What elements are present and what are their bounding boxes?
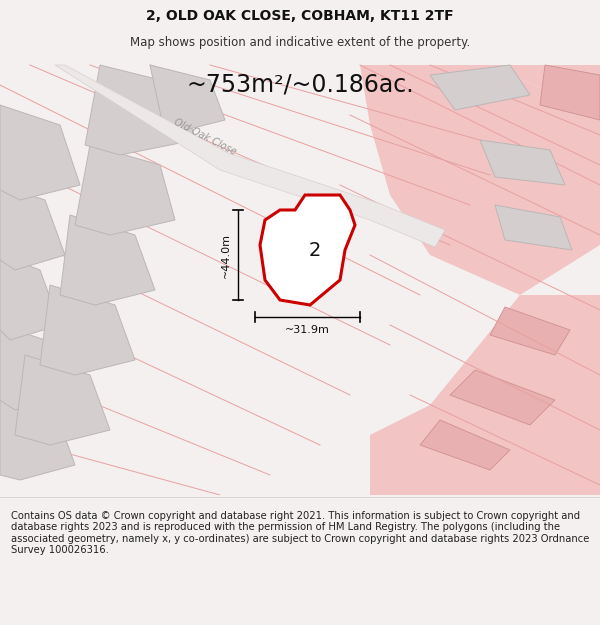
Polygon shape xyxy=(430,65,530,110)
Text: ~753m²/~0.186ac.: ~753m²/~0.186ac. xyxy=(186,73,414,97)
Text: 2: 2 xyxy=(309,241,321,259)
Polygon shape xyxy=(0,395,75,480)
Polygon shape xyxy=(490,65,600,115)
Polygon shape xyxy=(0,255,60,340)
Text: ~31.9m: ~31.9m xyxy=(285,325,330,335)
Polygon shape xyxy=(0,325,65,410)
Polygon shape xyxy=(370,295,600,495)
Text: Contains OS data © Crown copyright and database right 2021. This information is : Contains OS data © Crown copyright and d… xyxy=(11,511,589,556)
Polygon shape xyxy=(540,65,600,120)
Text: ~44.0m: ~44.0m xyxy=(221,232,231,278)
Polygon shape xyxy=(85,65,195,155)
Text: Map shows position and indicative extent of the property.: Map shows position and indicative extent… xyxy=(130,36,470,49)
Polygon shape xyxy=(420,420,510,470)
Polygon shape xyxy=(60,215,155,305)
Polygon shape xyxy=(260,195,355,305)
Polygon shape xyxy=(150,65,225,135)
Polygon shape xyxy=(55,65,445,247)
Polygon shape xyxy=(75,145,175,235)
Polygon shape xyxy=(490,307,570,355)
Polygon shape xyxy=(495,205,572,250)
Text: 2, OLD OAK CLOSE, COBHAM, KT11 2TF: 2, OLD OAK CLOSE, COBHAM, KT11 2TF xyxy=(146,9,454,24)
Polygon shape xyxy=(40,285,135,375)
Polygon shape xyxy=(480,140,565,185)
Polygon shape xyxy=(0,105,80,200)
Polygon shape xyxy=(360,65,600,295)
Polygon shape xyxy=(0,185,65,270)
Text: Old Oak Close: Old Oak Close xyxy=(172,117,238,157)
Polygon shape xyxy=(15,355,110,445)
Polygon shape xyxy=(450,370,555,425)
